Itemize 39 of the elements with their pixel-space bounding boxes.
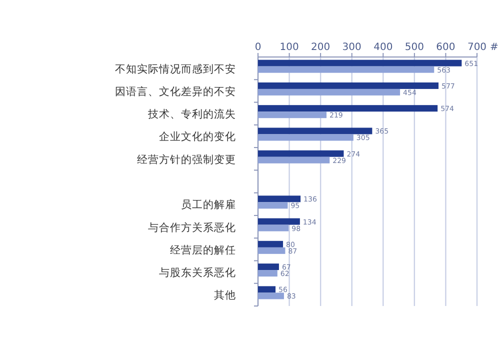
bar [258, 150, 344, 157]
x-axis-title: # [490, 42, 498, 53]
bar [258, 156, 330, 164]
bar [258, 264, 279, 270]
y-tick-label: 与股东关系恶化 [159, 266, 236, 280]
bar [258, 240, 284, 248]
y-tick-label: 不知实际情况而感到不安 [115, 62, 236, 76]
y-tick-label: 技术、专利的流失 [147, 108, 236, 121]
bar [258, 82, 439, 89]
x-tick-label: 0 [254, 42, 262, 53]
y-tick-label: 经营层的解任 [170, 243, 236, 256]
bar [258, 88, 400, 96]
bar [258, 224, 289, 232]
x-tick-label: 200 [311, 42, 330, 53]
bar [258, 66, 434, 73]
bar [258, 292, 284, 300]
bar [258, 112, 327, 118]
x-tick-label: 500 [404, 42, 424, 53]
x-tick-label: 100 [280, 42, 299, 53]
bar [258, 247, 286, 254]
bar [258, 128, 372, 134]
bar [258, 286, 276, 293]
bar [258, 270, 278, 277]
x-tick-label: 300 [342, 42, 362, 53]
x-tick-label: 700 [467, 42, 487, 53]
y-tick-label: 因语言、文化差异的不安 [115, 84, 236, 98]
bar [258, 218, 300, 225]
y-tick-label: 与合作方关系恶化 [148, 220, 236, 234]
x-tick-label: 400 [374, 42, 393, 53]
y-tick-label: 企业文化的变化 [159, 130, 236, 144]
y-tick-label: 员工的解雇 [181, 198, 236, 212]
bar [258, 60, 462, 66]
y-tick-label: 经营方针的强制变更 [137, 152, 236, 166]
bar [258, 105, 438, 112]
y-tick-label: 其他 [214, 288, 236, 302]
bar [258, 134, 354, 141]
bar [258, 196, 301, 202]
x-tick-label: 600 [436, 42, 456, 53]
bar [258, 202, 288, 209]
